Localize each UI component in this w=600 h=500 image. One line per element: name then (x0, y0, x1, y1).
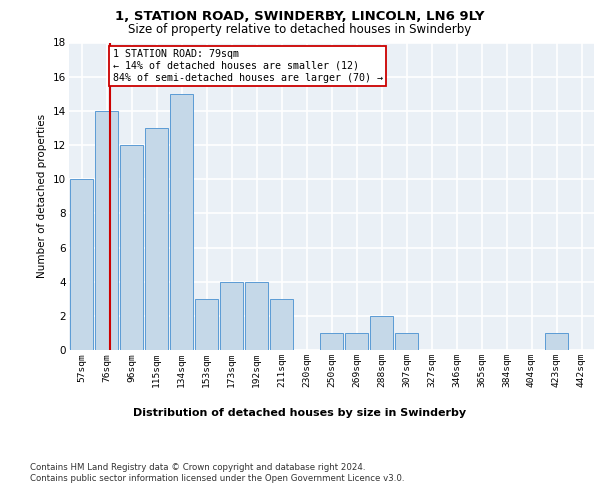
Bar (195, 298, 218, 350)
Text: Size of property relative to detached houses in Swinderby: Size of property relative to detached ho… (128, 22, 472, 36)
Bar (370, 316, 393, 350)
Text: Contains HM Land Registry data © Crown copyright and database right 2024.: Contains HM Land Registry data © Crown c… (30, 462, 365, 471)
Bar (170, 94, 193, 350)
Bar (395, 333, 418, 350)
Bar (345, 333, 368, 350)
Bar (245, 282, 268, 350)
Bar (145, 128, 168, 350)
Bar (545, 333, 568, 350)
Bar (120, 145, 143, 350)
Bar (220, 282, 243, 350)
Bar (70, 179, 93, 350)
Text: 1 STATION ROAD: 79sqm
← 14% of detached houses are smaller (12)
84% of semi-deta: 1 STATION ROAD: 79sqm ← 14% of detached … (113, 50, 383, 82)
Y-axis label: Number of detached properties: Number of detached properties (37, 114, 47, 278)
Text: Distribution of detached houses by size in Swinderby: Distribution of detached houses by size … (133, 408, 467, 418)
Text: Contains public sector information licensed under the Open Government Licence v3: Contains public sector information licen… (30, 474, 404, 483)
Text: 1, STATION ROAD, SWINDERBY, LINCOLN, LN6 9LY: 1, STATION ROAD, SWINDERBY, LINCOLN, LN6… (115, 10, 485, 23)
Bar (320, 333, 343, 350)
Bar (95, 111, 118, 350)
Bar (270, 298, 293, 350)
